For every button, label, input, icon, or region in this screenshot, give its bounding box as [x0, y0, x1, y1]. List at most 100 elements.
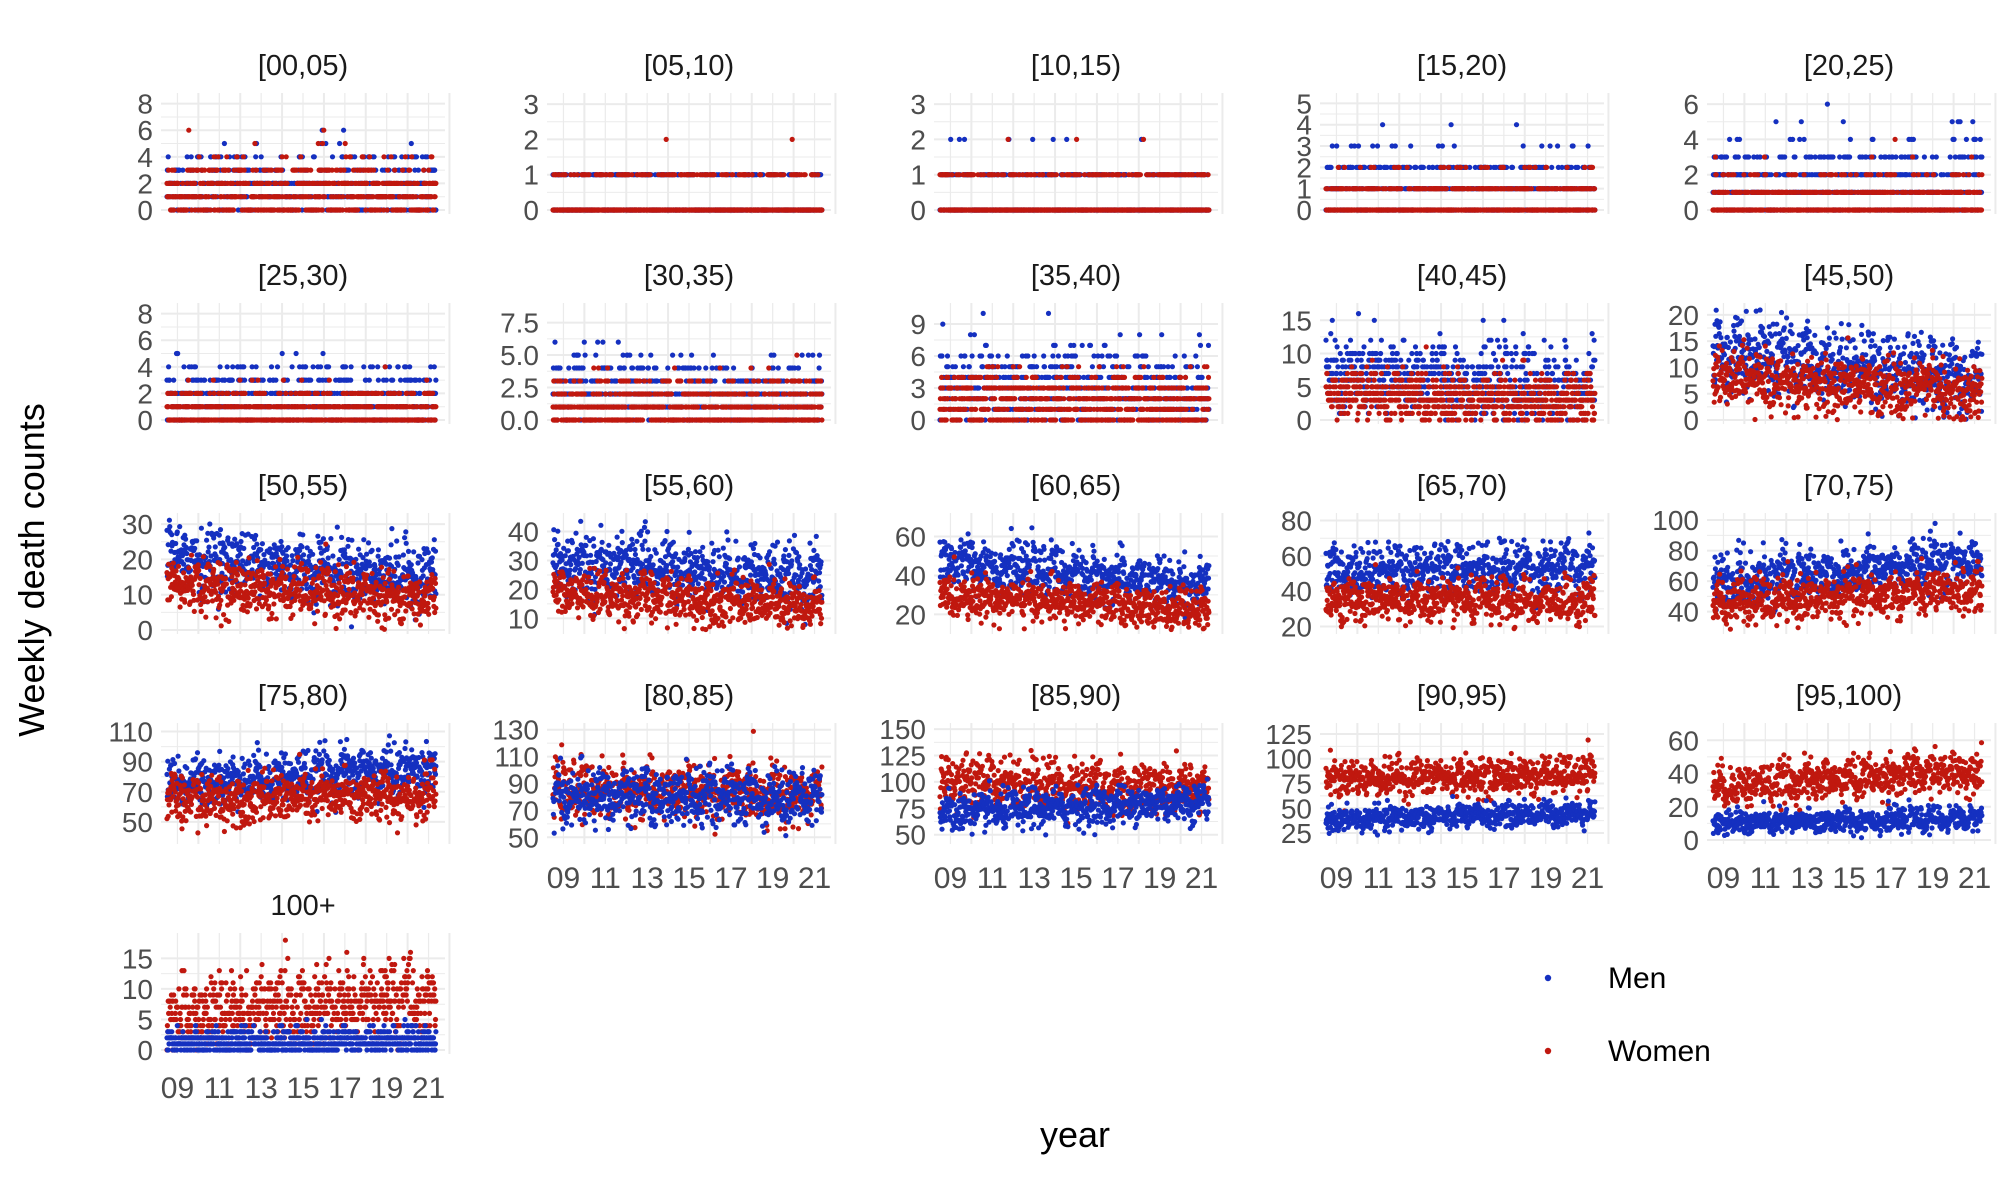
y-tick-label: 0 — [523, 195, 539, 226]
data-point — [189, 154, 194, 159]
data-point — [267, 181, 272, 186]
y-tick-label: 2 — [523, 124, 539, 155]
data-point — [426, 168, 431, 173]
series-women — [550, 137, 824, 213]
data-point — [402, 207, 407, 212]
data-point — [1449, 122, 1454, 127]
data-point — [1054, 172, 1059, 177]
data-point — [586, 172, 591, 177]
data-point — [403, 154, 408, 159]
data-point — [312, 154, 317, 159]
data-point — [409, 154, 414, 159]
data-point — [320, 141, 325, 146]
data-point — [197, 154, 202, 159]
data-point — [433, 181, 438, 186]
data-point — [355, 207, 360, 212]
data-point — [330, 154, 335, 159]
data-point — [432, 168, 437, 173]
data-point — [171, 207, 176, 212]
data-point — [1413, 165, 1418, 170]
data-point — [416, 168, 421, 173]
data-point — [725, 172, 730, 177]
data-point — [948, 137, 953, 142]
data-point — [1329, 165, 1334, 170]
data-point — [186, 128, 191, 133]
data-point — [750, 172, 755, 177]
panels-layer: [00,05)02468[05,10)0123[10,15)0123[15,20… — [108, 50, 1995, 1105]
panel-title: [10,15) — [1031, 50, 1121, 82]
data-point — [647, 172, 652, 177]
data-point — [391, 194, 396, 199]
data-point — [1064, 137, 1069, 142]
data-point — [1074, 137, 1079, 142]
data-point — [1521, 143, 1526, 148]
data-point — [235, 154, 240, 159]
data-point — [962, 137, 967, 142]
data-point — [815, 172, 820, 177]
data-point — [1001, 172, 1006, 177]
data-point — [385, 207, 390, 212]
data-point — [1040, 172, 1045, 177]
data-point — [1030, 137, 1035, 142]
data-point — [242, 168, 247, 173]
data-point — [415, 181, 420, 186]
data-point — [1006, 137, 1011, 142]
data-point — [803, 172, 808, 177]
panel-title: [05,10) — [644, 50, 734, 82]
data-point — [1116, 172, 1121, 177]
data-point — [949, 172, 954, 177]
data-point — [1539, 143, 1544, 148]
data-point — [226, 168, 231, 173]
data-point — [392, 168, 397, 173]
data-point — [254, 168, 259, 173]
data-point — [242, 194, 247, 199]
data-point — [400, 168, 405, 173]
data-point — [340, 194, 345, 199]
data-point — [360, 154, 365, 159]
data-point — [346, 168, 351, 173]
y-tick-label: 5 — [1296, 88, 1312, 119]
panel-title: [00,05) — [258, 50, 348, 82]
data-point — [1408, 143, 1413, 148]
data-point — [1440, 143, 1445, 148]
y-tick-label: 0 — [910, 195, 926, 226]
data-point — [1370, 143, 1375, 148]
data-point — [215, 168, 220, 173]
data-point — [284, 181, 289, 186]
data-point — [246, 181, 251, 186]
data-point — [1334, 143, 1339, 148]
data-point — [409, 141, 414, 146]
data-point — [371, 168, 376, 173]
data-point — [321, 128, 326, 133]
data-point — [563, 172, 568, 177]
data-point — [431, 207, 436, 212]
y-tick-label: 3 — [910, 89, 926, 120]
data-point — [308, 168, 313, 173]
data-point — [758, 172, 763, 177]
data-point — [367, 154, 372, 159]
data-point — [389, 154, 394, 159]
y-tick-label: 3 — [523, 89, 539, 120]
data-point — [172, 168, 177, 173]
data-point — [184, 207, 189, 212]
series-women — [937, 137, 1211, 213]
y-tick-label: 2 — [910, 124, 926, 155]
data-point — [222, 141, 227, 146]
data-point — [180, 168, 185, 173]
data-point — [1452, 143, 1457, 148]
data-point — [730, 172, 735, 177]
data-point — [629, 172, 634, 177]
data-point — [1575, 165, 1580, 170]
data-point — [819, 207, 824, 212]
data-point — [609, 172, 614, 177]
data-point — [1032, 172, 1037, 177]
data-point — [216, 154, 221, 159]
data-point — [1571, 143, 1576, 148]
data-point — [790, 137, 795, 142]
series-women — [1323, 165, 1597, 213]
data-point — [241, 154, 246, 159]
panel-title: [15,20) — [1417, 50, 1507, 82]
